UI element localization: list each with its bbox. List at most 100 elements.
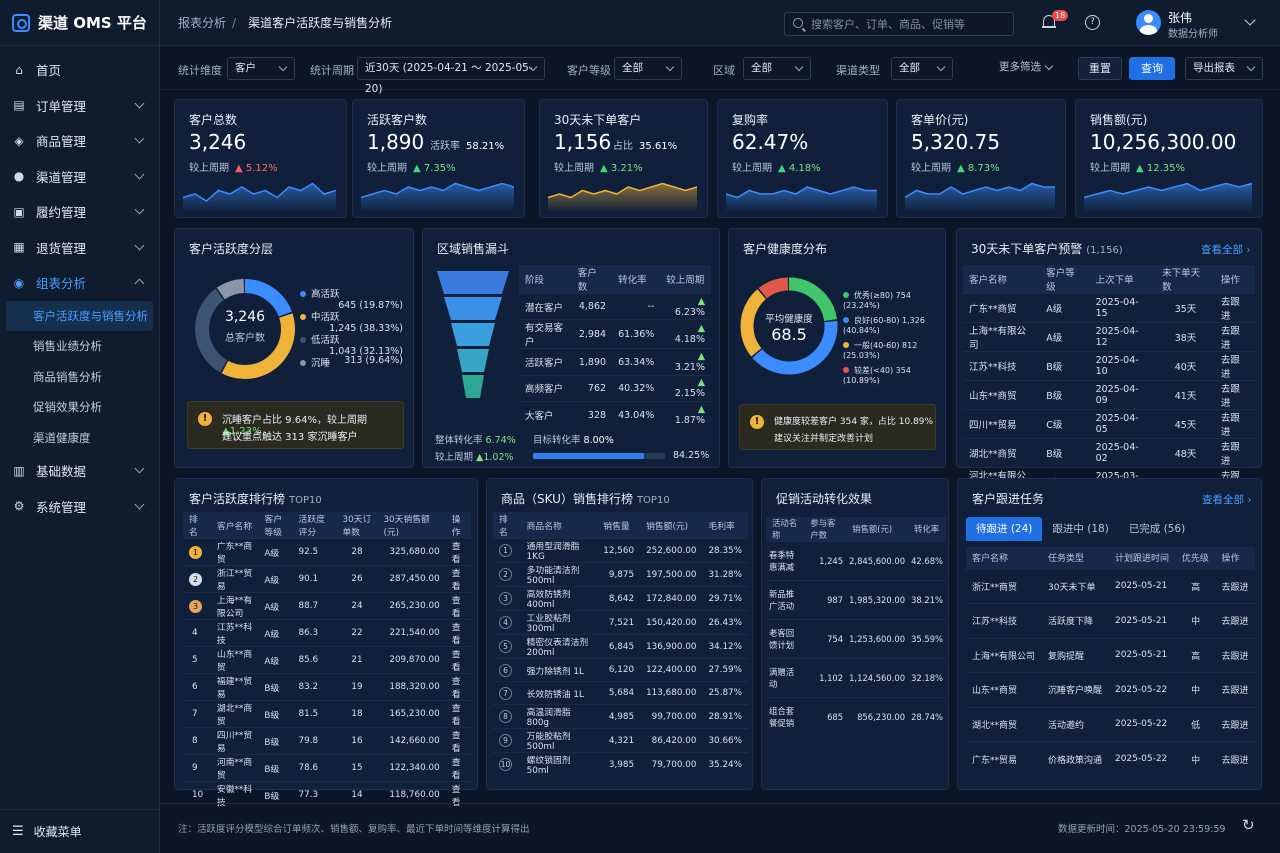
follow-up-link[interactable]: 去跟进 xyxy=(1214,380,1255,410)
kpi-card[interactable]: 复购率 62.47% 较上周期 ▲ 4.18% xyxy=(717,99,888,218)
sidebar-item-analysis[interactable]: ◉ 组表分析 xyxy=(0,265,159,301)
table-row[interactable]: 组合套餐促销 685 856,230.00 28.74% xyxy=(766,697,946,737)
table-row[interactable]: 广东**商贸 A级 2025-04-15 35天 去跟进 xyxy=(963,293,1255,323)
sidebar-item-channels[interactable]: ● 渠道管理 xyxy=(0,159,159,195)
table-row[interactable]: 7 湖北**商贸 B级 81.5 18 165,230.00 查看 xyxy=(183,700,471,728)
bell-icon[interactable] xyxy=(1042,14,1056,30)
sidebar-item-system[interactable]: ⚙ 系统管理 xyxy=(0,489,159,525)
view-link[interactable]: 查看 xyxy=(445,673,471,701)
tab-completed[interactable]: 已完成 (56) xyxy=(1128,523,1186,535)
table-row[interactable]: 湖北**商贸 活动邀约 2025-05-22 低去跟进 xyxy=(966,706,1255,742)
table-row[interactable]: 9 河南**商贸 B级 78.6 15 122,340.00 查看 xyxy=(183,754,471,782)
donut-segment[interactable] xyxy=(740,277,838,375)
filter-period-select[interactable]: 近30天 (2025-04-21 ～ 2025-05-20) xyxy=(357,57,545,95)
table-row[interactable]: 潜在客户 4,862 -- ▲ 6.23% xyxy=(519,292,711,320)
table-row[interactable]: 9 万能胶粘剂 500ml 4,321 86,420.00 30.66% xyxy=(493,728,748,753)
view-link[interactable]: 查看 xyxy=(445,565,471,593)
table-row[interactable]: 4 江苏**科技 A级 86.3 22 221,540.00 查看 xyxy=(183,619,471,647)
follow-up-link[interactable]: 去跟进 xyxy=(1215,741,1255,776)
sidebar-item-products[interactable]: ◈ 商品管理 xyxy=(0,123,159,159)
table-row[interactable]: 2 多功能清洁剂 500ml 9,875 197,500.00 31.28% xyxy=(493,562,748,587)
table-row[interactable]: 湖北**商贸 B级 2025-04-02 48天 去跟进 xyxy=(963,438,1255,468)
funnel-stage[interactable] xyxy=(444,297,502,320)
follow-up-link[interactable]: 去跟进 xyxy=(1214,409,1255,439)
follow-up-link[interactable]: 去跟进 xyxy=(1214,322,1255,352)
table-row[interactable]: 大客户 328 43.04% ▲ 1.87% xyxy=(519,401,711,429)
filter-dim-select[interactable]: 客户 xyxy=(227,57,295,80)
view-link[interactable]: 查看 xyxy=(445,700,471,728)
tab-pending[interactable]: 待跟进 (24) xyxy=(966,517,1043,541)
search-input[interactable]: 搜索客户、订单、商品、促销等 xyxy=(784,12,1014,36)
table-row[interactable]: 活跃客户 1,890 63.34% ▲ 3.21% xyxy=(519,348,711,376)
table-row[interactable]: 江苏**科技 活跃度下降 2025-05-21 中去跟进 xyxy=(966,603,1255,638)
table-row[interactable]: 1 广东**商贸 A级 92.5 28 325,680.00 查看 xyxy=(183,538,471,566)
table-row[interactable]: 3 上海**有限公司 A级 88.7 24 265,230.00 查看 xyxy=(183,592,471,620)
kpi-card[interactable]: 销售额(元) 10,256,300.00 较上周期 ▲ 12.35% xyxy=(1075,99,1263,218)
view-link[interactable]: 查看 xyxy=(445,592,471,620)
table-row[interactable]: 2 浙江**贸易 A级 90.1 26 287,450.00 查看 xyxy=(183,565,471,593)
table-row[interactable]: 四川**贸易 C级 2025-04-05 45天 去跟进 xyxy=(963,409,1255,439)
table-row[interactable]: 老客回馈计划 754 1,253,600.00 35.59% xyxy=(766,619,946,659)
table-row[interactable]: 10 螺纹锁固剂 50ml 3,985 79,700.00 35.24% xyxy=(493,752,748,777)
refresh-icon[interactable]: ↻ xyxy=(1242,816,1255,834)
follow-up-link[interactable]: 去跟进 xyxy=(1214,293,1255,323)
subitem-promo-effect[interactable]: 促销效果分析 xyxy=(33,400,102,415)
filter-level-select[interactable]: 全部 xyxy=(614,57,682,80)
follow-up-link[interactable]: 去跟进 xyxy=(1215,637,1255,673)
sidebar-item-basic-data[interactable]: ▥ 基础数据 xyxy=(0,453,159,489)
tasks-view-all-link[interactable]: 查看全部 › xyxy=(1202,494,1252,506)
reset-button[interactable]: 重置 xyxy=(1078,57,1122,80)
app-logo[interactable]: 渠道 OMS 平台 xyxy=(0,0,159,46)
donut-segment[interactable] xyxy=(740,277,838,375)
table-row[interactable]: 3 高效防锈剂 400ml 8,642 172,840.00 29.71% xyxy=(493,586,748,611)
sidebar-item-fulfillment[interactable]: ▣ 履约管理 xyxy=(0,194,159,230)
donut-segment[interactable] xyxy=(195,279,295,379)
subitem-channel-health[interactable]: 渠道健康度 xyxy=(33,430,91,445)
table-row[interactable]: 7 长效防锈油 1L 5,684 113,680.00 25.87% xyxy=(493,681,748,705)
follow-up-link[interactable]: 去跟进 xyxy=(1214,351,1255,381)
table-row[interactable]: 高频客户 762 40.32% ▲ 2.15% xyxy=(519,374,711,402)
chevron-down-icon[interactable] xyxy=(1244,14,1256,26)
follow-up-link[interactable]: 去跟进 xyxy=(1215,603,1255,638)
table-row[interactable]: 上海**有限公司 复购提醒 2025-05-21 高去跟进 xyxy=(966,637,1255,673)
table-row[interactable]: 5 山东**商贸 A级 85.6 21 209,870.00 查看 xyxy=(183,646,471,674)
filter-region-select[interactable]: 全部 xyxy=(743,57,811,80)
table-row[interactable]: 广东**贸易 价格政策沟通 2025-05-22 中去跟进 xyxy=(966,741,1255,776)
follow-up-link[interactable]: 去跟进 xyxy=(1214,438,1255,468)
table-row[interactable]: 山东**商贸 B级 2025-04-09 41天 去跟进 xyxy=(963,380,1255,410)
funnel-stage[interactable] xyxy=(451,323,495,346)
table-row[interactable]: 8 高温润滑脂 800g 4,985 99,700.00 28.91% xyxy=(493,704,748,729)
filter-type-select[interactable]: 全部 xyxy=(891,57,953,80)
table-row[interactable]: 上海**有限公司 A级 2025-04-12 38天 去跟进 xyxy=(963,322,1255,352)
donut-segment[interactable] xyxy=(195,279,295,379)
tab-in-progress[interactable]: 跟进中 (18) xyxy=(1052,523,1109,535)
funnel-stage[interactable] xyxy=(437,271,509,294)
collect-menu-button[interactable]: ☰ 收藏菜单 xyxy=(0,809,160,853)
table-row[interactable]: 1 通用型润滑脂 1KG 12,560 252,600.00 28.35% xyxy=(493,538,748,563)
table-row[interactable]: 新品推广活动 987 1,985,320.00 38.21% xyxy=(766,580,946,620)
funnel-stage[interactable] xyxy=(457,349,489,372)
donut-segment[interactable] xyxy=(740,277,838,375)
follow-up-link[interactable]: 去跟进 xyxy=(1215,568,1255,604)
query-button[interactable]: 查询 xyxy=(1129,57,1175,80)
donut-segment[interactable] xyxy=(195,279,295,379)
avatar[interactable] xyxy=(1136,10,1161,35)
funnel-stage[interactable] xyxy=(462,375,484,398)
table-row[interactable]: 5 精密仪表清洁剂 200ml 6,845 136,900.00 34.12% xyxy=(493,634,748,659)
table-row[interactable]: 4 工业胶粘剂 300ml 7,521 150,420.00 26.43% xyxy=(493,610,748,635)
sidebar-item-returns[interactable]: ▦ 退货管理 xyxy=(0,230,159,266)
follow-up-link[interactable]: 去跟进 xyxy=(1215,672,1255,707)
view-link[interactable]: 查看 xyxy=(445,619,471,647)
subitem-sales-performance[interactable]: 销售业绩分析 xyxy=(33,339,102,354)
table-row[interactable]: 山东**商贸 沉睡客户唤醒 2025-05-22 中去跟进 xyxy=(966,672,1255,707)
sidebar-item-home[interactable]: ⌂ 首页 xyxy=(0,52,159,88)
table-row[interactable]: 6 福建**贸易 B级 83.2 19 188,320.00 查看 xyxy=(183,673,471,701)
kpi-card[interactable]: 30天未下单客户 1,156 占比 35.61% 较上周期 ▲ 3.21% xyxy=(539,99,708,218)
export-button[interactable]: 导出报表 xyxy=(1185,57,1263,80)
sidebar-item-orders[interactable]: ▤ 订单管理 xyxy=(0,88,159,124)
subitem-product-sales[interactable]: 商品销售分析 xyxy=(33,369,102,384)
more-filters-button[interactable]: 更多筛选 xyxy=(992,57,1060,80)
view-link[interactable]: 查看 xyxy=(445,538,471,566)
kpi-card[interactable]: 客单价(元) 5,320.75 较上周期 ▲ 8.73% xyxy=(896,99,1066,218)
kpi-card[interactable]: 客户总数 3,246 较上周期 ▲ 5.12% xyxy=(174,99,347,218)
